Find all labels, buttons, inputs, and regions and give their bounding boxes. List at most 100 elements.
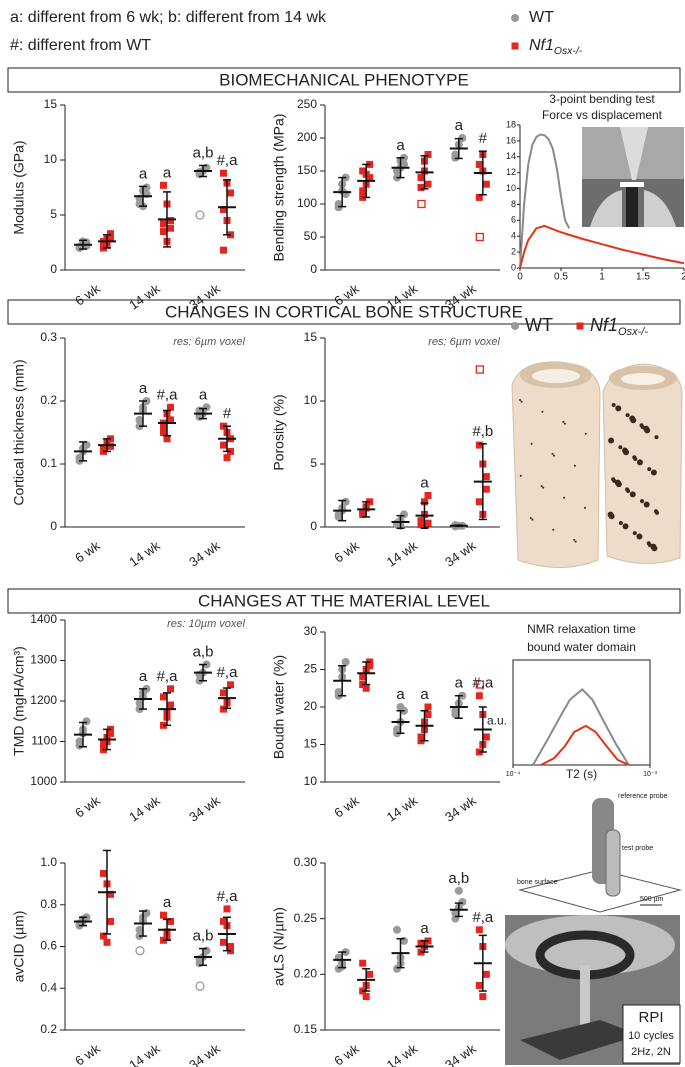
significance-label: #,a [217,664,239,681]
data-point [75,737,84,746]
x-tick-label: 34 wk [442,1041,479,1067]
data-point [458,897,467,906]
pore [608,513,615,520]
data-point [400,160,408,169]
data-point [393,925,401,934]
y-tick-label: 250 [297,97,317,111]
resolution-note: res: 6µm voxel [173,336,245,348]
pore [650,469,657,476]
pore [573,464,576,467]
outlier-point [475,365,484,374]
data-point [417,939,425,947]
data-point [451,706,460,715]
y-tick-label: 1300 [30,653,57,667]
data-point [220,938,227,946]
legend-marker [511,42,519,50]
pore [632,531,637,536]
chart-subtitle: bound water domain [527,640,636,654]
significance-label: a [420,686,429,703]
data-point [482,180,490,188]
data-point [475,441,483,449]
significance-label: a [139,668,148,685]
significance-label: a [420,920,429,937]
pore [551,452,554,455]
y-axis-label: Boudn water (%) [271,655,287,759]
x-axis-label: T2 (s) [566,767,597,781]
significance-label: a,b [193,928,214,945]
data-point [424,519,432,527]
y-axis-label: TMD (mgHA/cm³) [11,646,27,756]
significance-label: a [163,164,172,181]
data-point [220,705,227,713]
y-tick-label: 25 [304,662,318,676]
x-tick-label: 14 wk [384,1041,421,1067]
pore [640,499,645,504]
x-tick-label: 34 wk [186,793,223,825]
significance-label: a [455,675,464,692]
pore [583,506,586,509]
y-axis-label: avCID (µm) [11,911,27,983]
data-point [227,943,234,950]
y-tick-label: 6 [511,215,516,225]
y-tick-label: 14 [506,151,516,161]
data-point [220,169,227,177]
data-point [220,689,227,697]
data-point [160,228,167,235]
y-tick-label: 0.4 [40,980,57,994]
pore [618,445,623,450]
pore [519,474,522,477]
x-tick-label: 0.5 [554,272,568,283]
photo-inset [582,127,684,227]
significance-label: a [396,686,405,703]
pore [630,417,637,424]
data-point [454,886,463,895]
data-point [341,658,350,666]
y-axis-label: Bending strength (MPa) [271,114,287,262]
pore [563,422,566,425]
data-point [167,917,174,925]
data-point [220,206,227,213]
x-tick-label: 6 wk [331,1041,362,1067]
data-point [359,508,367,516]
data-point [475,692,483,700]
legend-sub: Osx-/- [554,46,583,57]
section-box [7,67,681,93]
legend-marker [576,322,584,330]
data-point [475,981,483,989]
section-box [7,588,681,614]
pore [654,510,659,515]
legend-marker [511,14,519,22]
x-tick-label: 1.5 [636,272,650,283]
pore [615,481,622,488]
data-point [424,711,432,718]
legend-label: WT [529,9,554,26]
pore [531,518,534,521]
y-tick-label: 0 [50,262,57,276]
pore [643,501,650,508]
pore [552,528,555,531]
data-point [100,932,107,940]
y-tick-label: 0.8 [40,897,57,911]
x-tick-label: 34 wk [442,793,479,825]
outlier-point [475,232,484,242]
data-line [532,687,630,766]
significance-label: #,a [217,888,239,905]
data-point [100,869,107,877]
data-point [107,729,114,737]
y-axis-label: a.u. [487,714,507,728]
y-tick-label: 0.15 [294,1022,318,1036]
y-tick-label: 5 [50,207,57,221]
legend-marker [511,322,519,330]
pore [623,449,630,456]
significance-label: a [396,137,405,154]
y-axis-label: Cortical thickness (mm) [11,359,27,505]
data-point [167,224,174,232]
y-tick-label: 15 [304,737,318,751]
y-tick-label: 1.0 [40,855,57,869]
x-tick-label: 0 [517,272,523,283]
data-point [167,403,174,411]
data-point [227,189,234,197]
pore [608,437,615,444]
